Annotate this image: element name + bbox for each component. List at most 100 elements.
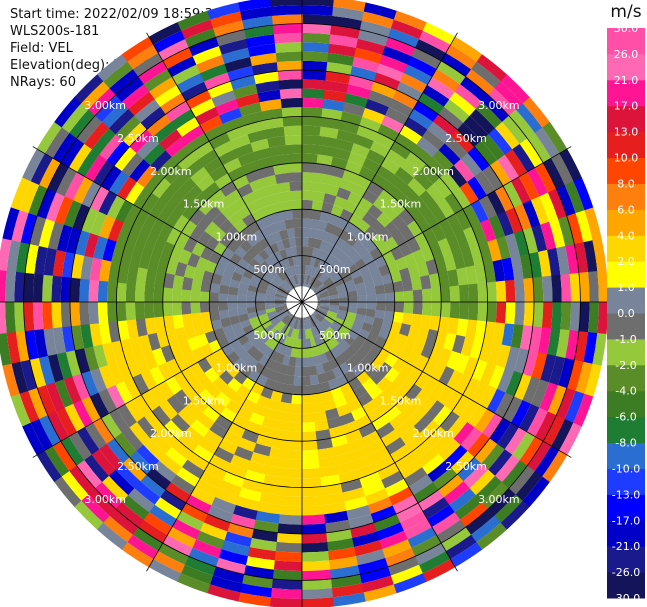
velocity-gate: [96, 521, 128, 550]
velocity-gate: [218, 38, 249, 55]
ring-label: 1.00km: [347, 362, 389, 375]
velocity-gate: [372, 391, 389, 408]
velocity-gate: [188, 36, 220, 57]
velocity-gate: [61, 470, 89, 501]
velocity-gate: [277, 271, 286, 282]
velocity-gate: [403, 252, 417, 268]
velocity-gate: [301, 403, 314, 414]
velocity-gate: [364, 488, 389, 506]
velocity-gate: [444, 534, 477, 560]
velocity-gate: [230, 74, 257, 91]
velocity-gate: [283, 458, 302, 470]
velocity-gate: [470, 515, 501, 543]
velocity-gate: [196, 372, 213, 389]
velocity-gate: [330, 574, 362, 589]
velocity-gate: [398, 347, 413, 363]
velocity-gate: [76, 459, 103, 489]
velocity-gate: [290, 328, 297, 339]
velocity-gate: [366, 181, 385, 198]
velocity-gate: [90, 185, 110, 212]
velocity-gate: [350, 65, 378, 82]
velocity-gate: [171, 143, 194, 165]
velocity-gate: [347, 290, 358, 298]
velocity-gate: [51, 274, 63, 302]
velocity-gate: [294, 227, 303, 238]
velocity-gate: [278, 401, 292, 413]
velocity-gate: [89, 391, 110, 418]
ring-label: 1.00km: [216, 230, 258, 243]
velocity-gate: [257, 313, 269, 321]
velocity-gate: [10, 176, 32, 211]
velocity-gate: [385, 437, 406, 456]
velocity-gate: [357, 302, 367, 310]
velocity-gate: [334, 452, 354, 466]
velocity-gate: [246, 290, 257, 298]
velocity-gate: [280, 97, 303, 109]
velocity-gate: [574, 242, 589, 274]
velocity-gate: [574, 331, 589, 363]
velocity-gate: [453, 159, 476, 183]
velocity-gate: [149, 431, 172, 454]
velocity-gate: [501, 460, 528, 490]
velocity-gate: [218, 370, 234, 385]
velocity-gate: [329, 302, 340, 307]
velocity-gate: [466, 432, 490, 458]
velocity-gate: [264, 336, 275, 348]
velocity-gate: [410, 276, 423, 291]
velocity-gate: [508, 109, 536, 140]
velocity-gate: [388, 486, 414, 506]
velocity-gate: [450, 36, 483, 63]
velocity-gate: [222, 471, 245, 488]
velocity-gate: [64, 171, 86, 201]
velocity-gate: [47, 353, 64, 383]
velocity-gate: [597, 269, 609, 304]
velocity-gate: [280, 269, 289, 280]
velocity-gate: [394, 419, 414, 438]
velocity-gate: [302, 51, 330, 63]
velocity-gate: [301, 505, 325, 516]
velocity-gate: [318, 135, 338, 148]
velocity-gate: [489, 160, 512, 187]
velocity-gate: [166, 189, 186, 210]
velocity-gate: [351, 531, 380, 548]
velocity-gate: [209, 291, 219, 302]
velocity-gate: [170, 170, 191, 191]
velocity-gate: [222, 267, 235, 280]
velocity-gate: [302, 88, 326, 100]
velocity-gate: [205, 352, 220, 368]
velocity-gate: [276, 60, 303, 72]
velocity-gate: [292, 209, 303, 219]
velocity-gate: [91, 448, 116, 476]
velocity-gate: [267, 135, 287, 148]
velocity-gate: [465, 319, 478, 340]
velocity-gate: [320, 261, 330, 273]
velocity-gate: [122, 122, 148, 147]
velocity-gate: [431, 512, 461, 536]
velocity-gate: [129, 336, 144, 357]
velocity-gate: [316, 311, 327, 319]
velocity-gate: [394, 291, 405, 303]
velocity-gate: [325, 183, 340, 197]
velocity-gate: [142, 438, 166, 461]
velocity-gate: [382, 382, 399, 399]
velocity-gate: [220, 275, 232, 287]
velocity-gate: [345, 160, 363, 176]
velocity-gate: [284, 218, 295, 230]
velocity-gate: [578, 271, 590, 304]
velocity-gate: [361, 271, 373, 283]
velocity-gate: [427, 76, 456, 100]
instrument-label: WLS200s-181: [10, 24, 100, 39]
velocity-gate: [0, 269, 7, 302]
velocity-gate: [377, 123, 401, 142]
velocity-gate: [350, 269, 362, 280]
velocity-gate: [326, 416, 343, 430]
velocity-gate: [328, 234, 340, 246]
velocity-gate: [209, 575, 243, 593]
velocity-gate: [239, 583, 272, 598]
velocity-gate: [281, 238, 291, 250]
velocity-gate: [416, 261, 430, 278]
velocity-gate: [386, 330, 400, 344]
velocity-gate: [269, 145, 287, 157]
velocity-gate: [203, 429, 224, 447]
velocity-gate: [73, 499, 104, 530]
